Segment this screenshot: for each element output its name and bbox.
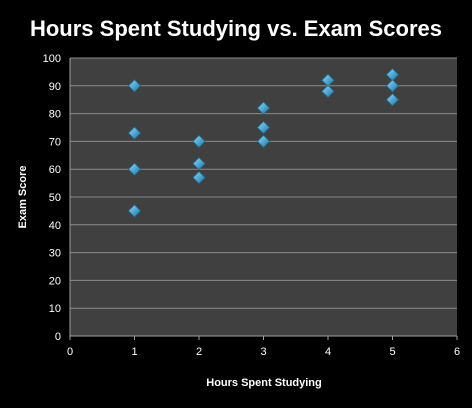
x-tick-label: 0 [67,346,73,358]
data-point [127,204,142,218]
y-tick-label: 20 [49,275,61,287]
y-tick-label: 40 [49,220,61,232]
y-tick-label: 30 [49,248,61,260]
x-tick-label: 6 [454,346,460,358]
x-tick-label: 1 [131,346,137,358]
data-point [385,79,400,93]
y-axis-label: Exam Score [17,166,29,229]
y-tick-label: 90 [49,81,61,93]
data-point [385,93,400,107]
axes [69,58,458,340]
x-tick-labels: 0 1 2 3 4 5 6 [67,346,460,358]
data-point [127,126,142,140]
x-tick-label: 4 [325,346,331,358]
data-point [192,157,206,171]
data-point [127,79,142,93]
y-tick-label: 80 [49,109,61,121]
y-tick-label: 60 [49,164,61,176]
x-tick-label: 3 [260,346,266,358]
y-tick-label: 100 [43,53,61,65]
x-axis-label: Hours Spent Studying [206,377,322,389]
data-point [321,84,335,98]
data-point [256,101,271,115]
data-points [127,68,400,218]
data-point [127,162,142,176]
data-point [256,134,271,148]
chart-title: Hours Spent Studying vs. Exam Scores [30,16,442,41]
y-tick-label: 10 [49,303,61,315]
data-point [256,120,271,135]
y-tick-label: 70 [49,136,61,148]
x-tick-label: 2 [196,346,202,358]
y-tick-label: 0 [55,331,61,343]
y-tick-labels: 0 10 20 30 40 50 60 70 80 90 100 [43,53,61,343]
x-tick-label: 5 [389,346,395,358]
data-point [192,170,206,185]
y-tick-label: 50 [49,192,61,204]
data-point [192,134,206,148]
